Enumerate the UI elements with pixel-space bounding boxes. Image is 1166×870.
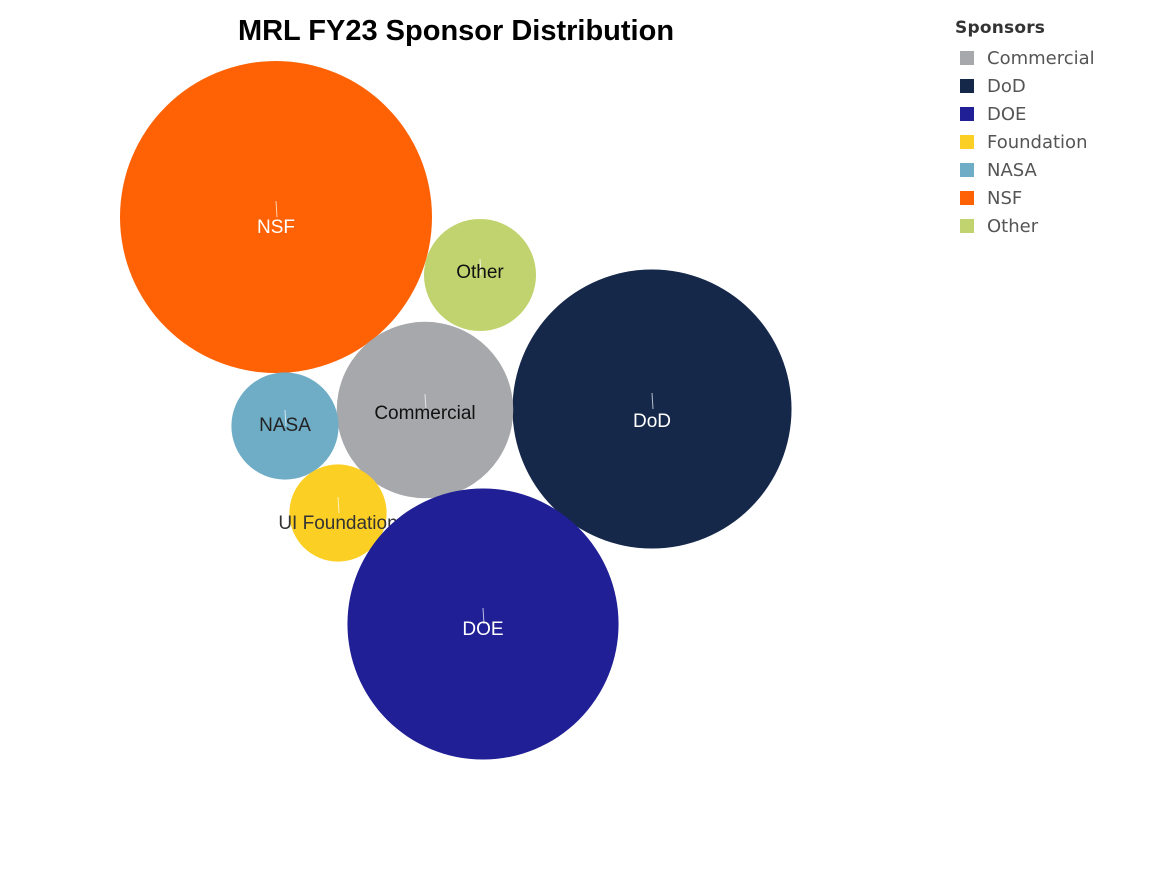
legend-label: NASA xyxy=(987,159,1037,181)
legend-swatch xyxy=(960,163,974,177)
legend-swatch xyxy=(960,191,974,205)
bubble-center-tick xyxy=(424,393,427,411)
legend-swatch xyxy=(960,107,974,121)
legend-item-nsf[interactable]: NSF xyxy=(955,184,1095,212)
bubble-label: Other xyxy=(456,262,504,283)
legend-item-dod[interactable]: DoD xyxy=(955,72,1095,100)
bubble-label: Commercial xyxy=(374,403,475,424)
legend: Sponsors Commercial DoD DOE Foundation NASA N… xyxy=(955,18,1095,240)
bubble-commercial[interactable]: Commercial xyxy=(336,321,514,499)
bubble-circle xyxy=(231,372,339,480)
bubble-label: NSF xyxy=(257,217,295,238)
legend-swatch xyxy=(960,79,974,93)
bubble-chart: NSF Other DoD Commercial NASA UI Foundation DO… xyxy=(120,61,792,760)
legend-item-other[interactable]: Other xyxy=(955,212,1095,240)
bubble-nsf[interactable]: NSF xyxy=(120,61,432,373)
bubble-nasa[interactable]: NASA xyxy=(231,372,339,480)
bubble-center-tick xyxy=(284,409,287,427)
bubble-label: NASA xyxy=(259,415,311,436)
legend-label: Foundation xyxy=(987,131,1088,153)
bubble-label: DOE xyxy=(462,619,503,640)
bubble-center-tick xyxy=(275,200,278,218)
bubble-center-tick xyxy=(482,607,485,625)
legend-label: DOE xyxy=(987,103,1027,125)
legend-label: DoD xyxy=(987,75,1026,97)
legend-item-nasa[interactable]: NASA xyxy=(955,156,1095,184)
legend-swatch xyxy=(960,219,974,233)
bubble-doe[interactable]: DOE xyxy=(347,488,619,760)
bubble-ui-foundation[interactable]: UI Foundation xyxy=(278,464,398,562)
legend-item-doe[interactable]: DOE xyxy=(955,100,1095,128)
bubble-circle xyxy=(120,61,432,373)
legend-label: Other xyxy=(987,215,1039,237)
bubble-circle xyxy=(423,218,537,332)
legend-title: Sponsors xyxy=(955,18,1046,38)
legend-item-commercial[interactable]: Commercial xyxy=(955,44,1095,72)
bubble-circle xyxy=(336,321,514,499)
legend-swatch xyxy=(960,51,974,65)
bubble-label: UI Foundation xyxy=(278,513,397,534)
legend-label: Commercial xyxy=(987,47,1095,69)
legend-label: NSF xyxy=(987,187,1023,209)
legend-items: Commercial DoD DOE Foundation NASA NSF Other xyxy=(955,44,1095,240)
bubble-dod[interactable]: DoD xyxy=(512,269,792,549)
chart-title: MRL FY23 Sponsor Distribution xyxy=(237,15,675,47)
bubble-center-tick xyxy=(479,258,482,276)
bubble-other[interactable]: Other xyxy=(423,218,537,332)
bubble-center-tick xyxy=(651,392,654,410)
bubble-label: DoD xyxy=(633,411,671,432)
legend-item-foundation[interactable]: Foundation xyxy=(955,128,1095,156)
bubble-circle xyxy=(512,269,792,549)
bubble-circle xyxy=(347,488,619,760)
bubble-circle xyxy=(289,464,387,562)
bubble-center-tick xyxy=(337,496,340,514)
legend-swatch xyxy=(960,135,974,149)
